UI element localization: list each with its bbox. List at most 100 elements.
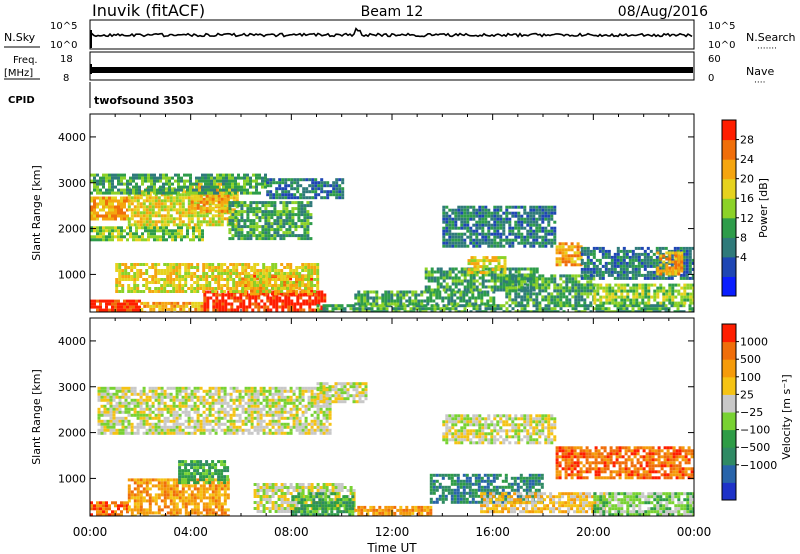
power-cell: [145, 223, 149, 227]
power-cell: [280, 272, 284, 275]
power-cell: [115, 266, 119, 269]
power-cell: [230, 296, 234, 300]
power-cell: [683, 295, 687, 299]
power-cell: [282, 210, 286, 214]
power-cell: [366, 293, 370, 297]
velocity-cell: [130, 389, 134, 393]
power-cell: [556, 301, 560, 305]
power-cell: [593, 301, 597, 305]
power-cell: [625, 307, 629, 311]
power-cell: [300, 201, 304, 205]
power-cell: [493, 217, 497, 221]
power-cell: [634, 255, 638, 259]
power-cell: [429, 293, 433, 297]
power-cell: [402, 293, 406, 297]
power-cell: [158, 301, 162, 305]
power-cell: [496, 229, 500, 233]
power-cell: [638, 286, 642, 290]
power-cell: [373, 310, 377, 312]
power-cell: [517, 211, 521, 215]
power-cell: [133, 205, 137, 209]
power-cell: [505, 282, 509, 286]
power-cell: [595, 267, 599, 271]
power-cell: [470, 259, 474, 263]
power-cell: [210, 188, 213, 192]
power-cell: [451, 211, 455, 215]
velocity-cell: [106, 407, 110, 411]
velocity-cell: [103, 428, 107, 432]
power-cell: [442, 205, 446, 209]
power-cell: [229, 290, 233, 293]
power-cell: [105, 299, 108, 303]
power-cell: [547, 220, 551, 224]
power-cell: [305, 187, 309, 191]
power-cell: [294, 228, 298, 232]
power-cell: [396, 302, 400, 306]
power-cell: [494, 259, 498, 263]
power-cell: [692, 283, 694, 287]
power-cell: [240, 237, 244, 241]
power-cell: [181, 196, 185, 200]
power-cell: [117, 176, 120, 180]
power-cell: [169, 199, 173, 203]
power-cell: [222, 185, 225, 189]
power-cell: [602, 295, 606, 299]
power-cell: [637, 261, 641, 265]
power-cell: [118, 278, 122, 281]
power-cell: [240, 219, 244, 223]
power-cell: [511, 289, 515, 293]
power-cell: [270, 204, 274, 208]
power-cell: [661, 252, 665, 256]
power-cell: [451, 276, 455, 280]
power-cell: [114, 302, 117, 306]
power-cell: [232, 287, 236, 290]
power-cell: [136, 278, 140, 281]
power-cell: [442, 217, 446, 221]
power-cell: [136, 199, 140, 203]
power-cell: [187, 263, 191, 266]
power-cell: [475, 235, 479, 239]
power-cell: [279, 201, 283, 205]
power-cell: [265, 272, 269, 275]
velocity-cell: [103, 410, 107, 414]
power-cell: [229, 193, 233, 197]
power-cell: [205, 278, 209, 281]
power-cell: [205, 284, 209, 287]
power-cell: [655, 304, 659, 308]
velocity-cell: [163, 422, 167, 426]
power-cell: [245, 308, 249, 312]
velocity-cell: [130, 398, 134, 402]
power-cell: [270, 237, 274, 241]
power-cell: [213, 176, 216, 180]
power-cell: [448, 244, 452, 248]
power-cell: [482, 256, 486, 260]
power-cell: [526, 277, 530, 281]
power-cell: [486, 293, 490, 297]
power-cell: [223, 284, 227, 287]
power-cell: [535, 310, 539, 312]
velocity-cell: [148, 431, 152, 435]
power-cell: [496, 211, 500, 215]
power-cell: [289, 281, 293, 284]
power-cell: [96, 196, 99, 200]
power-cell: [544, 211, 548, 215]
power-cell: [196, 206, 200, 210]
power-cell: [108, 211, 111, 215]
power-cell: [323, 299, 327, 303]
power-cell: [475, 241, 479, 245]
power-cell: [685, 258, 689, 262]
power-cell: [90, 214, 93, 218]
power-cell: [532, 301, 536, 305]
power-cell: [421, 304, 425, 308]
power-cell: [478, 226, 482, 230]
power-cell: [159, 179, 162, 183]
power-cell: [295, 269, 299, 272]
power-cell: [199, 182, 203, 186]
power-cell: [487, 226, 491, 230]
power-cell: [130, 269, 134, 272]
power-cell: [417, 302, 421, 306]
power-cell: [156, 179, 159, 183]
power-cell: [640, 246, 644, 250]
power-cell: [523, 211, 527, 215]
power-cell: [190, 200, 194, 204]
